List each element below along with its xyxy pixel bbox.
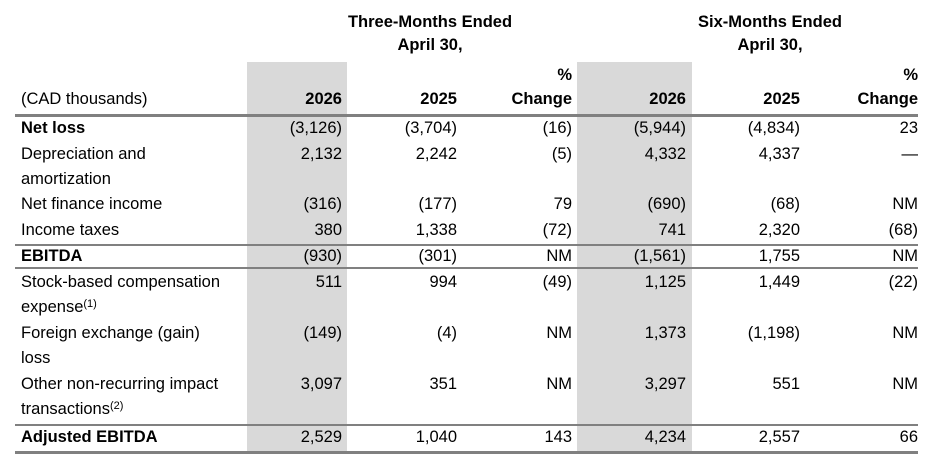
- cell-3m-2025: 1,338: [415, 221, 457, 239]
- pct-symbol: %: [903, 66, 918, 84]
- cell-6m-2026: 741: [658, 221, 686, 239]
- cell-6m-pct: NM: [892, 324, 918, 342]
- cell-6m-2026: 1,125: [644, 273, 686, 291]
- col-header-3m-2025: 2025: [420, 90, 457, 108]
- change-word: Change: [857, 90, 918, 108]
- cell-6m-2025: (4,834): [747, 119, 800, 137]
- cell-3m-2025: (177): [418, 195, 457, 213]
- shaded-column-three-months-2026: [247, 62, 347, 454]
- row-label-line1: Other non-recurring impact: [21, 375, 219, 393]
- cell-3m-2026: (930): [303, 247, 342, 265]
- cell-3m-2025: (4): [436, 324, 457, 342]
- cell-6m-2026: (1,561): [633, 247, 686, 265]
- row-label: Other non-recurring impact transactions(…: [21, 372, 218, 422]
- cell-3m-2026: 2,529: [300, 428, 342, 446]
- cell-3m-pct: NM: [546, 375, 572, 393]
- col-header-6m-pct-change: % Change: [857, 63, 918, 111]
- row-label: Stock-based compensation expense(1): [21, 270, 220, 320]
- cell-3m-2026: (149): [303, 324, 342, 342]
- cell-6m-2026: (5,944): [633, 119, 686, 137]
- footnote-marker: (2): [109, 400, 124, 412]
- row-label-line2: amortization: [21, 170, 111, 188]
- cell-3m-pct: NM: [546, 324, 572, 342]
- header-six-months: Six-Months Ended April 30,: [665, 11, 875, 57]
- header-three-months-line1: Three-Months Ended: [347, 13, 513, 31]
- cell-6m-pct: NM: [892, 375, 918, 393]
- row-label: Adjusted EBITDA: [21, 428, 158, 446]
- cell-6m-2026: 4,332: [644, 145, 686, 163]
- row-label-line2: loss: [21, 349, 51, 367]
- row-label: Net loss: [21, 119, 86, 137]
- cell-3m-pct: 79: [553, 195, 572, 213]
- row-label: Foreign exchange (gain) loss: [21, 321, 200, 371]
- row-label-line2: expense(1): [21, 295, 220, 320]
- cell-6m-2025: 1,755: [758, 247, 800, 265]
- cell-3m-2025: 351: [429, 375, 457, 393]
- col-header-6m-2026: 2026: [649, 90, 686, 108]
- cell-6m-pct: NM: [892, 247, 918, 265]
- cell-6m-2025: 1,449: [758, 273, 800, 291]
- cell-6m-2026: 3,297: [644, 375, 686, 393]
- adjusted-ebitda-rule-bottom: [15, 451, 918, 454]
- cell-6m-2025: 2,320: [758, 221, 800, 239]
- cell-3m-2025: (3,704): [404, 119, 457, 137]
- cell-6m-2026: (690): [647, 195, 686, 213]
- cell-3m-2026: (3,126): [289, 119, 342, 137]
- cell-6m-2025: 2,557: [758, 428, 800, 446]
- row-label: Depreciation and amortization: [21, 142, 146, 192]
- header-six-months-line1: Six-Months Ended: [698, 13, 842, 31]
- header-six-months-line2: April 30,: [737, 36, 803, 54]
- row-label-line1: Stock-based compensation: [21, 273, 221, 291]
- col-header-6m-2025: 2025: [763, 90, 800, 108]
- header-three-months-line2: April 30,: [397, 36, 463, 54]
- row-label: EBITDA: [21, 247, 83, 265]
- cell-3m-2025: 2,242: [415, 145, 457, 163]
- cell-3m-2026: 511: [315, 273, 342, 291]
- units-label: (CAD thousands): [21, 90, 148, 108]
- cell-3m-pct: NM: [546, 247, 572, 265]
- pct-symbol: %: [557, 66, 572, 84]
- cell-6m-pct: (22): [888, 273, 918, 291]
- shaded-column-six-months-2026: [577, 62, 692, 454]
- row-label-line2: transactions(2): [21, 397, 218, 422]
- cell-3m-pct: (16): [542, 119, 572, 137]
- cell-6m-2025: (1,198): [747, 324, 800, 342]
- cell-6m-pct: (68): [888, 221, 918, 239]
- cell-3m-2026: 3,097: [300, 375, 342, 393]
- footnote-marker: (1): [83, 298, 97, 310]
- row-label: Net finance income: [21, 195, 163, 213]
- cell-6m-pct: 66: [899, 428, 918, 446]
- row-label-line2-text: transactions: [21, 400, 110, 418]
- cell-3m-2026: 2,132: [300, 145, 342, 163]
- cell-3m-pct: 143: [544, 428, 572, 446]
- cell-3m-2026: (316): [303, 195, 342, 213]
- cell-6m-pct: 23: [899, 119, 918, 137]
- cell-6m-2025: 551: [772, 375, 800, 393]
- header-rule: [15, 114, 918, 117]
- ebitda-rule-top: [15, 244, 918, 246]
- ebitda-rule-bottom: [15, 267, 918, 269]
- cell-3m-pct: (5): [551, 145, 572, 163]
- adjusted-ebitda-rule-top: [15, 424, 918, 426]
- cell-3m-pct: (72): [542, 221, 572, 239]
- cell-6m-2026: 1,373: [644, 324, 686, 342]
- header-three-months: Three-Months Ended April 30,: [330, 11, 530, 57]
- change-word: Change: [511, 90, 572, 108]
- row-label-line1: Foreign exchange (gain): [21, 324, 200, 342]
- cell-6m-2025: (68): [770, 195, 800, 213]
- cell-3m-2026: 380: [314, 221, 342, 239]
- col-header-3m-pct-change: % Change: [511, 63, 572, 111]
- cell-3m-2025: 1,040: [415, 428, 457, 446]
- cell-3m-pct: (49): [542, 273, 572, 291]
- cell-3m-2025: (301): [418, 247, 457, 265]
- cell-6m-pct: —: [901, 145, 919, 163]
- cell-6m-2026: 4,234: [644, 428, 686, 446]
- col-header-3m-2026: 2026: [305, 90, 342, 108]
- row-label-line2-text: expense: [21, 298, 84, 316]
- row-label-line1: Depreciation and: [21, 145, 146, 163]
- row-label: Income taxes: [21, 221, 120, 239]
- cell-3m-2025: 994: [429, 273, 457, 291]
- cell-6m-2025: 4,337: [758, 145, 800, 163]
- cell-6m-pct: NM: [892, 195, 918, 213]
